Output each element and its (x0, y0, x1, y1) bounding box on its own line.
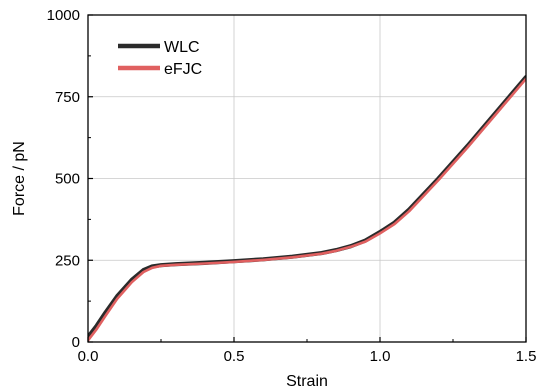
series-line-wlc (88, 74, 526, 340)
y-tick-label: 0 (72, 334, 80, 351)
x-tick-label: 1.5 (516, 348, 537, 365)
y-axis-title: Force / pN (11, 141, 28, 216)
legend: WLC eFJC (118, 39, 202, 78)
y-tick-label: 500 (55, 171, 80, 188)
legend-label-wlc: WLC (164, 39, 200, 56)
x-tick-label: 0.5 (224, 348, 245, 365)
y-tick-label: 250 (55, 252, 80, 269)
grid-lines (88, 15, 526, 342)
x-tick-label: 0.0 (78, 348, 99, 365)
series-layer (88, 74, 526, 342)
x-axis-title: Strain (286, 373, 328, 390)
axis-ticks: 0.0 0.5 1.0 1.5 0 250 500 750 1000 (47, 7, 537, 365)
y-tick-label: 750 (55, 89, 80, 106)
legend-label-efjc: eFJC (164, 61, 202, 78)
y-tick-label: 1000 (47, 7, 80, 24)
x-tick-label: 1.0 (370, 348, 391, 365)
series-line-efjc (88, 77, 526, 342)
